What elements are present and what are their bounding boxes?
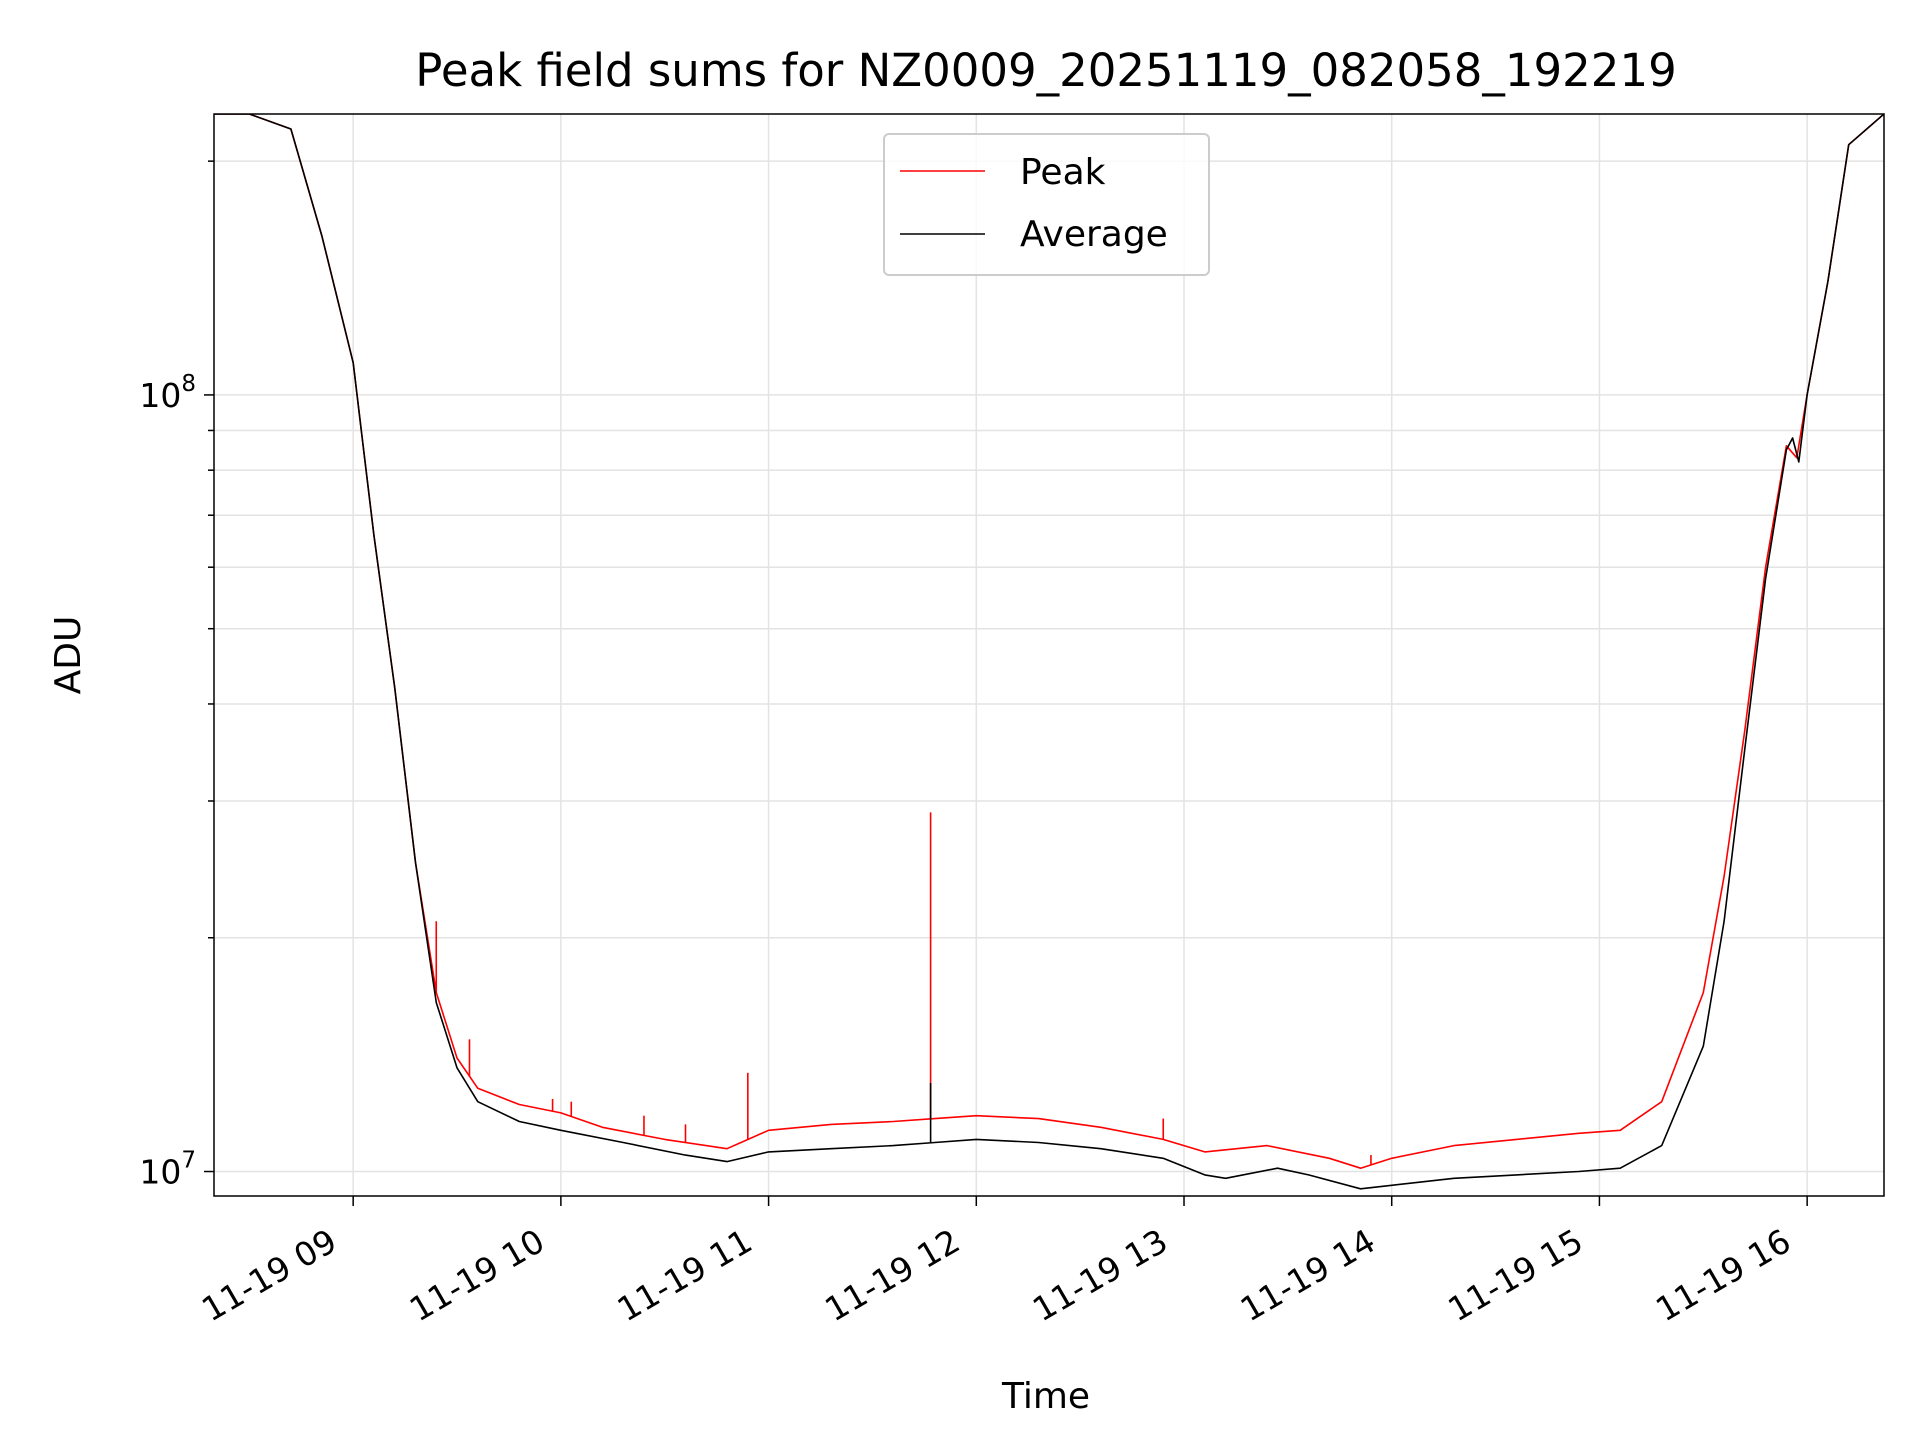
- y-axis-label: ADU: [48, 616, 89, 695]
- series-layer: [214, 114, 1884, 1190]
- y-tick-label: 107: [139, 1148, 196, 1192]
- x-tick-label: 11-19 14: [1234, 1221, 1382, 1329]
- grid-lines: [214, 114, 1884, 1196]
- x-tick-label: 11-19 16: [1649, 1221, 1797, 1329]
- x-tick-label: 11-19 12: [818, 1221, 966, 1329]
- y-tick-exponent: 7: [181, 1148, 196, 1174]
- legend-label-peak: Peak: [1020, 152, 1106, 193]
- series-line-average: [214, 114, 1884, 1190]
- plot-frame: [213, 113, 1885, 1197]
- y-tick-base: 10: [139, 1153, 181, 1192]
- legend: Peak Average: [883, 133, 1210, 276]
- y-tick-label: 108: [139, 371, 196, 415]
- x-tick-label: 11-19 15: [1441, 1221, 1589, 1329]
- x-tick-label: 11-19 09: [195, 1221, 343, 1329]
- y-tick-base: 10: [139, 376, 181, 415]
- x-axis-label: Time: [1001, 1376, 1090, 1417]
- legend-label-average: Average: [1020, 214, 1168, 255]
- legend-box: [883, 133, 1210, 276]
- x-axis: 11-19 09 11-19 10 11-19 11 11-19 12 11-19 13…: [195, 1196, 1808, 1329]
- x-tick-label: 11-19 10: [403, 1221, 551, 1329]
- x-tick-label: 11-19 13: [1026, 1221, 1174, 1329]
- chart-title: Peak field sums for NZ0009_20251119_0820…: [415, 44, 1676, 97]
- x-tick-label: 11-19 11: [611, 1221, 759, 1329]
- plot-area: [214, 114, 1884, 1196]
- y-tick-exponent: 8: [181, 371, 196, 397]
